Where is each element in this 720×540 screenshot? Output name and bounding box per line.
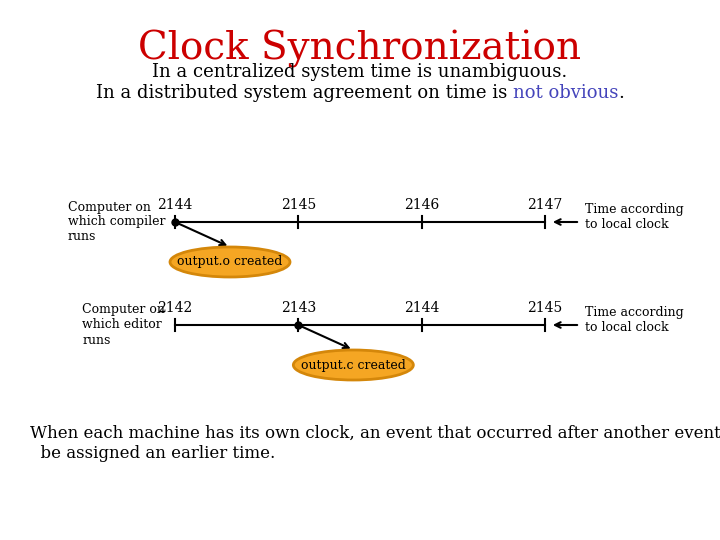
Text: 2145: 2145 — [527, 301, 562, 315]
Ellipse shape — [293, 350, 413, 380]
Text: Time according
to local clock: Time according to local clock — [585, 203, 684, 231]
Text: output.o created: output.o created — [177, 255, 283, 268]
Text: 2142: 2142 — [158, 301, 193, 315]
Text: .: . — [618, 84, 624, 102]
Text: In a centralized system time is unambiguous.: In a centralized system time is unambigu… — [153, 63, 567, 81]
Text: 2146: 2146 — [404, 198, 439, 212]
Text: Time according
to local clock: Time according to local clock — [585, 306, 684, 334]
Text: be assigned an earlier time.: be assigned an earlier time. — [30, 445, 275, 462]
Text: not obvious: not obvious — [513, 84, 618, 102]
Text: 2144: 2144 — [404, 301, 439, 315]
Text: 2144: 2144 — [157, 198, 193, 212]
Text: 2145: 2145 — [281, 198, 316, 212]
Ellipse shape — [170, 247, 290, 277]
Text: 2143: 2143 — [281, 301, 316, 315]
Text: In a distributed system agreement on time is: In a distributed system agreement on tim… — [96, 84, 513, 102]
Text: Computer on
which compiler
runs: Computer on which compiler runs — [68, 200, 165, 244]
Text: output.c created: output.c created — [301, 359, 406, 372]
Text: When each machine has its own clock, an event that occurred after another event : When each machine has its own clock, an … — [30, 425, 720, 442]
Text: Clock Synchronization: Clock Synchronization — [138, 30, 582, 68]
Text: Computer on
which editor
runs: Computer on which editor runs — [82, 303, 165, 347]
Text: 2147: 2147 — [527, 198, 563, 212]
